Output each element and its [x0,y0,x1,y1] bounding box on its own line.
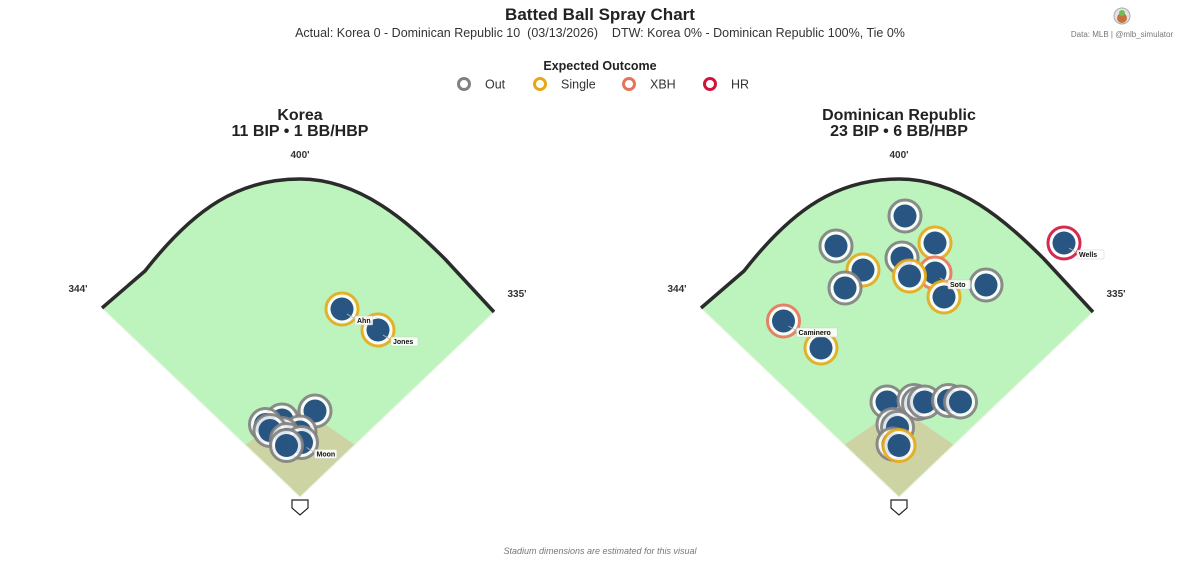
data-credit: Data: MLB | @mlb_simulator [1071,30,1174,39]
batted-ball-point [275,434,298,457]
logo-icon [1113,7,1131,25]
player-label: Soto [950,282,966,289]
fence-label-left: 344' [68,284,87,295]
fence-label-right: 335' [1106,289,1125,300]
player-label: Ahn [357,318,371,325]
panel-title: Dominican Republic [822,107,976,124]
legend-marker-hr [703,77,717,91]
legend-title: Expected Outcome [543,59,656,73]
outfield-grass [701,179,1093,497]
legend-label-hr: HR [731,78,749,92]
legend-marker-out [457,77,471,91]
legend-marker-xbh [622,77,636,91]
player-label: Jones [393,339,413,346]
outfield-wall [699,177,1095,314]
foul-lines [700,307,1094,498]
panel-subtitle: 11 BIP • 1 BB/HBP [232,123,369,140]
batted-ball-point [887,434,911,457]
fence-label-left: 344' [667,284,686,295]
batted-ball-point [913,390,936,414]
outfield-grass [102,179,494,497]
foul-lines [101,307,495,498]
batted-balls: Ahn Jones Moon [248,291,419,463]
batted-balls: Wells Soto Caminero [766,198,1105,463]
player-label-box [354,315,374,326]
legend-label-single: Single [561,78,596,92]
batted-ball-point [932,285,956,309]
batted-ball-point [898,264,921,288]
legend-marker-single [533,77,547,91]
batted-ball-point [824,234,848,258]
home-plate-icon [890,499,908,516]
panel-title: Korea [277,107,322,124]
chart-title: Batted Ball Spray Chart [505,5,695,24]
player-label-box [390,336,419,347]
legend-label-xbh: XBH [650,78,676,92]
player-label-box [947,279,971,290]
batted-ball-point [330,297,354,321]
batted-ball-point [923,231,947,255]
legend-label-out: Out [485,78,506,92]
legend: Out Single XBH HR [457,77,749,92]
batted-ball-point [833,276,857,300]
batted-ball-point [772,309,795,333]
player-label-box [796,327,838,338]
batted-ball-point [949,390,972,414]
home-plate-icon [291,499,309,516]
player-label: Moon [317,452,336,459]
batted-ball-point [809,336,833,360]
fence-label-center: 400' [889,150,908,161]
panel-subtitle: 23 BIP • 6 BB/HBP [830,123,968,140]
player-label-box [1076,249,1105,260]
chart-subtitle: Actual: Korea 0 - Dominican Republic 10 … [295,26,905,40]
player-label: Caminero [799,330,831,337]
player-label-box [314,449,338,459]
fence-label-right: 335' [507,289,526,300]
batted-ball-point [1052,231,1076,255]
batted-ball-point [893,204,917,228]
outfield-wall [100,177,496,314]
footnote: Stadium dimensions are estimated for thi… [503,546,697,556]
fence-label-center: 400' [290,150,309,161]
player-label: Wells [1079,252,1097,259]
batted-ball-point [303,399,327,423]
batted-ball-point [974,273,998,297]
